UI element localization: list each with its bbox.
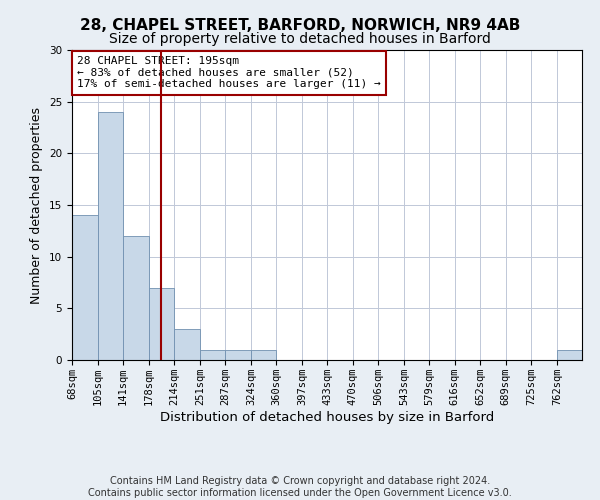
Bar <box>557 350 582 360</box>
Bar <box>123 236 149 360</box>
Bar <box>98 112 123 360</box>
Y-axis label: Number of detached properties: Number of detached properties <box>31 106 43 304</box>
Text: Size of property relative to detached houses in Barford: Size of property relative to detached ho… <box>109 32 491 46</box>
Bar <box>149 288 174 360</box>
Bar <box>174 329 200 360</box>
Text: Contains HM Land Registry data © Crown copyright and database right 2024.
Contai: Contains HM Land Registry data © Crown c… <box>88 476 512 498</box>
Text: 28, CHAPEL STREET, BARFORD, NORWICH, NR9 4AB: 28, CHAPEL STREET, BARFORD, NORWICH, NR9… <box>80 18 520 32</box>
Bar <box>225 350 251 360</box>
Text: 28 CHAPEL STREET: 195sqm
← 83% of detached houses are smaller (52)
17% of semi-d: 28 CHAPEL STREET: 195sqm ← 83% of detach… <box>77 56 381 90</box>
Bar <box>200 350 225 360</box>
Bar <box>251 350 276 360</box>
X-axis label: Distribution of detached houses by size in Barford: Distribution of detached houses by size … <box>160 410 494 424</box>
Bar <box>72 216 98 360</box>
